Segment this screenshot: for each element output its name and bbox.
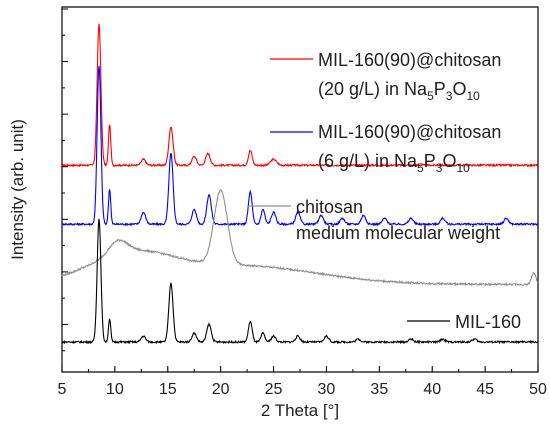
series-line-0 (61, 23, 539, 168)
axes: 5 10 15 20 25 30 35 40 45 50 (58, 8, 547, 398)
legend-text-run: P (424, 151, 436, 171)
legend-subscript: 10 (456, 161, 470, 175)
legend-label-0: MIL-160(90)@chitosan (318, 50, 501, 70)
legend: MIL-160(90)@chitosan(20 g/L) in Na5P3O10… (248, 50, 521, 332)
x-tick-label: 25 (265, 381, 283, 398)
legend-text-run: MIL-160(90)@chitosan (318, 50, 501, 70)
legend-label-1: (6 g/L) in Na5P3O10 (318, 151, 470, 175)
y-axis-title: Intensity (arb. unit) (8, 119, 27, 260)
legend-label-2: chitosan (296, 197, 363, 217)
x-tick-label: 10 (106, 381, 124, 398)
legend-subscript: 10 (466, 89, 480, 103)
series-traces (61, 23, 539, 345)
x-tick-label: 50 (529, 381, 547, 398)
series-line-3 (61, 218, 539, 345)
legend-label-2: medium molecular weight (296, 223, 500, 243)
legend-text-run: MIL-160(90)@chitosan (318, 122, 501, 142)
series-line-2 (61, 189, 539, 287)
legend-text-run: MIL-160 (455, 312, 521, 332)
x-tick-label: 15 (159, 381, 177, 398)
x-axis-title: 2 Theta [°] (261, 401, 339, 420)
legend-text-run: O (442, 151, 456, 171)
legend-text-run: P (434, 79, 446, 99)
x-tick-label: 20 (212, 381, 230, 398)
legend-subscript: 3 (436, 161, 443, 175)
legend-text-run: (6 g/L) in Na (318, 151, 418, 171)
legend-text-run: chitosan (296, 197, 363, 217)
legend-label-3: MIL-160 (455, 312, 521, 332)
x-tick-label: 40 (423, 381, 441, 398)
legend-subscript: 5 (427, 89, 434, 103)
legend-text-run: medium molecular weight (296, 223, 500, 243)
legend-subscript: 3 (446, 89, 453, 103)
x-tick-label: 45 (476, 381, 494, 398)
legend-text-run: O (452, 79, 466, 99)
x-tick-label: 35 (370, 381, 388, 398)
x-tick-label: 5 (58, 381, 67, 398)
x-tick-label: 30 (318, 381, 336, 398)
series-line-1 (61, 65, 539, 227)
legend-text-run: (20 g/L) in Na (318, 79, 428, 99)
legend-label-1: MIL-160(90)@chitosan (318, 122, 501, 142)
legend-subscript: 5 (417, 161, 424, 175)
legend-label-0: (20 g/L) in Na5P3O10 (318, 79, 480, 103)
